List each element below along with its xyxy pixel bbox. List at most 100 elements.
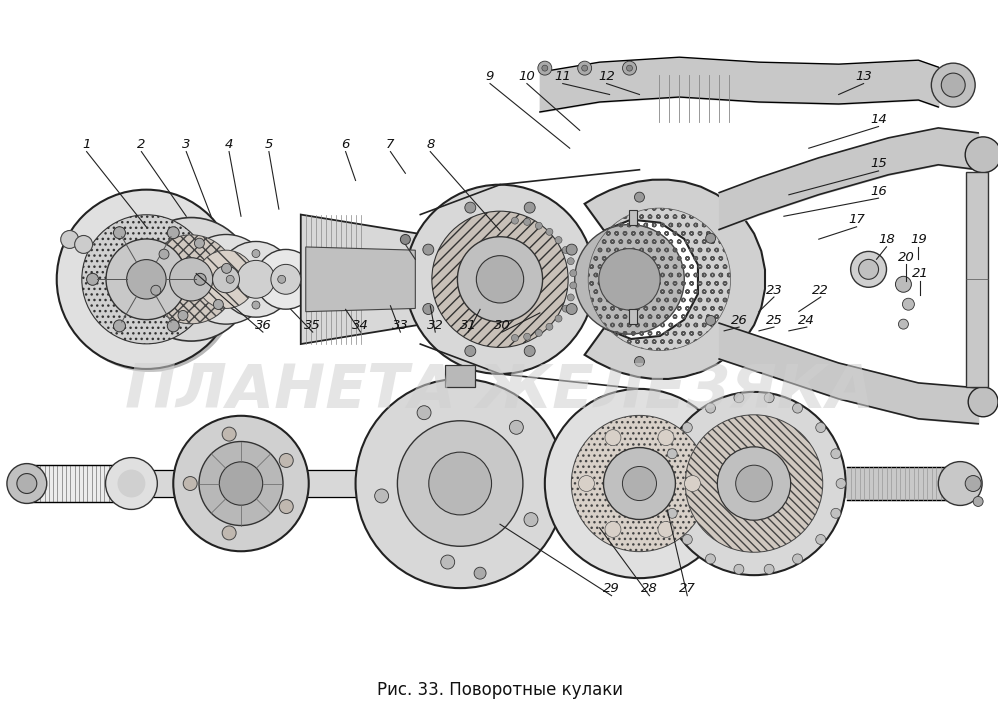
Circle shape [706, 554, 715, 564]
Circle shape [734, 564, 744, 574]
Circle shape [194, 273, 206, 285]
Circle shape [717, 447, 791, 520]
Circle shape [571, 416, 708, 551]
Circle shape [511, 217, 518, 224]
Circle shape [151, 285, 161, 296]
Text: 21: 21 [912, 267, 929, 280]
Polygon shape [306, 247, 415, 311]
Circle shape [509, 421, 523, 434]
Text: 13: 13 [855, 70, 872, 83]
Circle shape [667, 508, 677, 518]
Text: 35: 35 [304, 319, 321, 331]
Circle shape [851, 252, 887, 288]
Polygon shape [585, 180, 765, 379]
Circle shape [734, 393, 744, 403]
Circle shape [706, 403, 715, 413]
Text: 7: 7 [386, 138, 395, 151]
Text: ПЛАНЕТА ЖЕЛЕЗЯКА: ПЛАНЕТА ЖЕЛЕЗЯКА [125, 362, 875, 421]
Circle shape [441, 555, 455, 569]
Circle shape [279, 500, 293, 513]
Circle shape [252, 301, 260, 309]
Bar [629, 209, 637, 224]
Circle shape [965, 137, 1000, 173]
Text: 25: 25 [766, 313, 782, 326]
Text: 4: 4 [225, 138, 233, 151]
Circle shape [181, 234, 271, 324]
Circle shape [555, 315, 562, 322]
Circle shape [524, 513, 538, 526]
Circle shape [764, 564, 774, 574]
Text: Рис. 33. Поворотные кулаки: Рис. 33. Поворотные кулаки [377, 682, 623, 700]
Text: 29: 29 [603, 582, 620, 595]
Circle shape [895, 276, 911, 292]
Circle shape [7, 464, 47, 503]
Text: 14: 14 [870, 113, 887, 126]
Circle shape [555, 237, 562, 244]
Text: 15: 15 [870, 157, 887, 170]
Circle shape [82, 215, 211, 344]
Circle shape [75, 236, 93, 253]
Circle shape [476, 256, 524, 303]
Text: 32: 32 [427, 319, 444, 331]
Circle shape [622, 467, 656, 500]
Circle shape [816, 423, 826, 433]
Circle shape [562, 305, 569, 312]
Circle shape [405, 185, 595, 374]
Circle shape [417, 406, 431, 420]
Text: 18: 18 [878, 234, 895, 247]
Circle shape [375, 489, 389, 503]
Circle shape [199, 441, 283, 526]
Circle shape [159, 249, 169, 259]
Circle shape [113, 226, 125, 239]
Circle shape [511, 334, 518, 342]
Circle shape [400, 234, 410, 244]
Circle shape [178, 311, 188, 321]
Circle shape [546, 324, 553, 330]
Circle shape [256, 249, 316, 309]
Circle shape [57, 190, 236, 369]
Circle shape [173, 416, 309, 551]
Circle shape [682, 534, 692, 544]
Circle shape [793, 554, 803, 564]
Text: 28: 28 [641, 582, 658, 595]
Text: 1: 1 [82, 138, 91, 151]
Text: 17: 17 [848, 214, 865, 226]
Text: 6: 6 [341, 138, 350, 151]
Circle shape [226, 275, 234, 283]
Circle shape [566, 303, 577, 314]
Circle shape [87, 273, 99, 285]
Circle shape [605, 521, 621, 537]
Circle shape [859, 260, 879, 279]
Circle shape [117, 470, 145, 498]
Circle shape [599, 249, 660, 310]
Circle shape [570, 282, 577, 289]
Text: 23: 23 [766, 283, 782, 296]
Circle shape [575, 224, 684, 334]
Circle shape [106, 457, 157, 510]
Circle shape [931, 63, 975, 107]
Text: 16: 16 [870, 185, 887, 198]
Circle shape [17, 474, 37, 493]
Circle shape [736, 465, 772, 502]
Circle shape [61, 231, 79, 249]
Text: 30: 30 [494, 319, 510, 331]
Circle shape [60, 193, 239, 372]
Circle shape [170, 257, 213, 301]
Bar [629, 309, 637, 324]
Circle shape [831, 449, 841, 459]
Circle shape [658, 521, 674, 537]
Circle shape [562, 247, 569, 254]
Circle shape [831, 508, 841, 518]
Text: 22: 22 [812, 283, 829, 296]
Text: 5: 5 [265, 138, 273, 151]
Circle shape [667, 449, 677, 459]
Circle shape [706, 233, 716, 243]
Circle shape [973, 496, 983, 506]
Circle shape [793, 403, 803, 413]
Text: 8: 8 [426, 138, 434, 151]
Circle shape [605, 430, 621, 446]
Circle shape [682, 423, 692, 433]
Circle shape [218, 242, 294, 317]
Circle shape [432, 211, 568, 347]
Circle shape [898, 319, 908, 329]
